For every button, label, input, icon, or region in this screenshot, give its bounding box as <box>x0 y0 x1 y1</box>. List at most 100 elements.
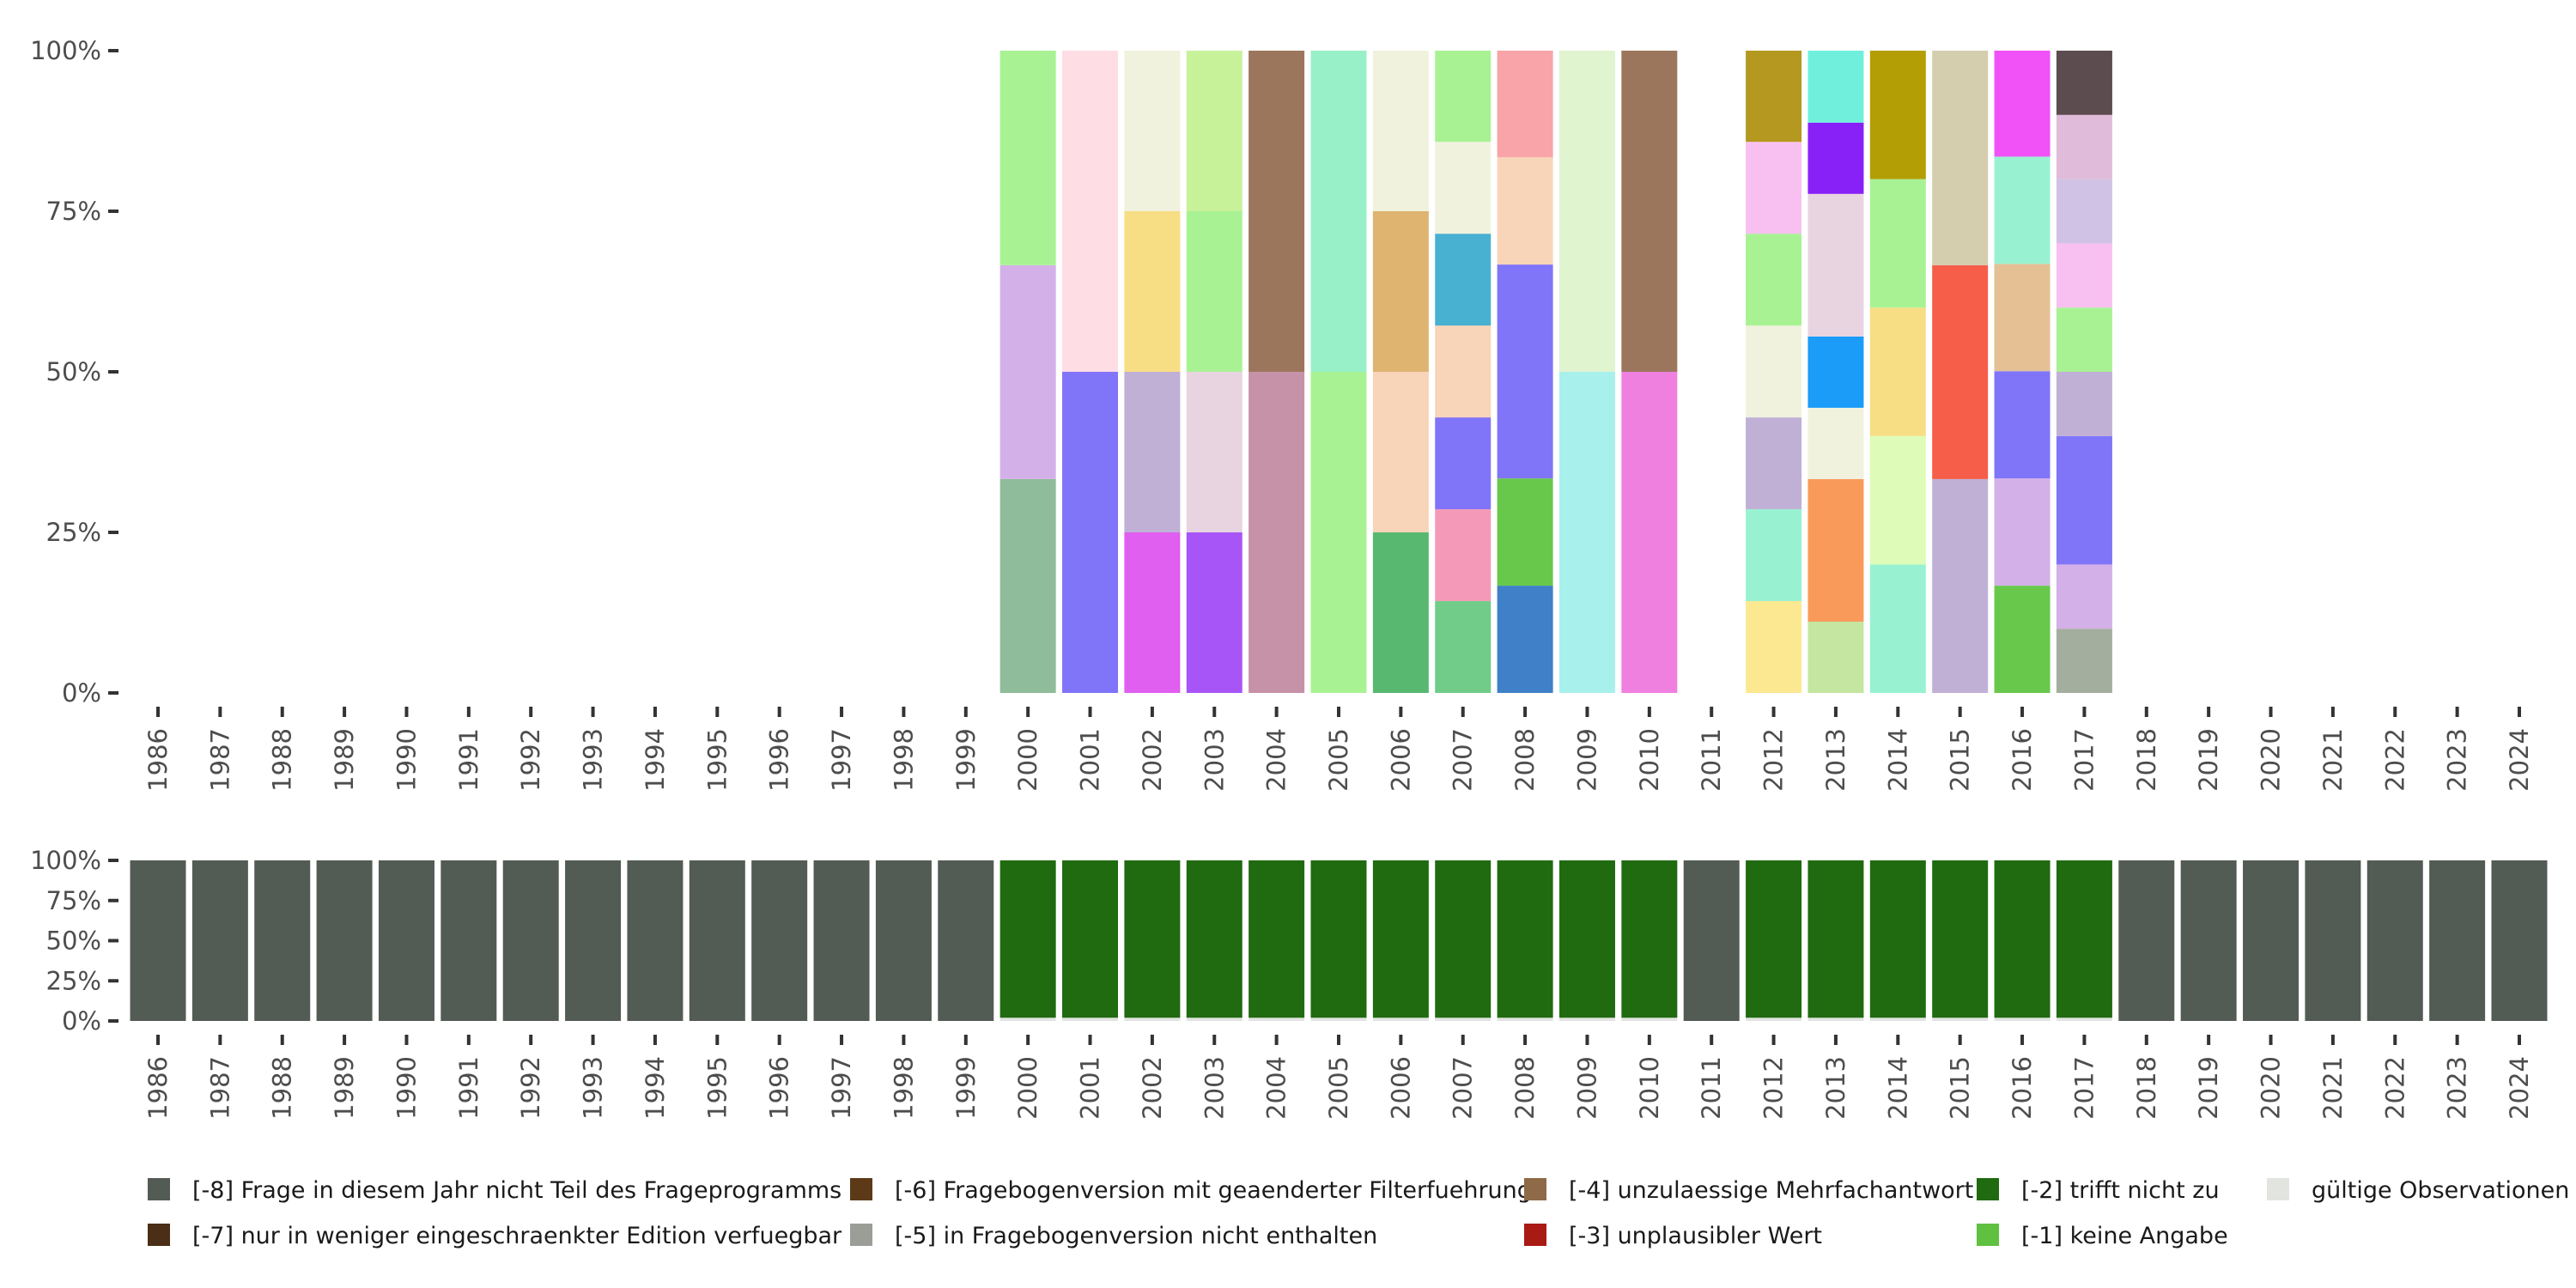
bar-segment <box>1372 860 1429 1018</box>
x-tick-label: 2020 <box>2257 1056 2286 1120</box>
bar-segment <box>1435 509 1492 602</box>
legend-label: [-3] unplausibler Wert <box>1569 1223 1822 1249</box>
x-tick-label: 2006 <box>1386 728 1415 792</box>
bar-segment <box>1435 417 1492 510</box>
x-tick-label: 2005 <box>1324 728 1353 792</box>
bar-segment <box>130 860 186 1021</box>
bar-segment <box>875 860 932 1021</box>
bar-segment <box>1124 372 1181 532</box>
bar-segment <box>1558 51 1615 372</box>
bar-segment <box>1807 122 1864 194</box>
bar-segment <box>2118 860 2175 1021</box>
bar-segment <box>1869 307 1926 436</box>
legend-label: [-6] Fragebogenversion mit geaenderter F… <box>895 1177 1532 1204</box>
y-tick-label: 25% <box>46 966 101 995</box>
bar-segment <box>1994 1018 2050 1021</box>
x-tick-label: 1990 <box>392 728 421 792</box>
x-tick-label: 2022 <box>2380 1056 2409 1120</box>
legend-swatch <box>1977 1224 1999 1246</box>
bar-segment <box>1994 478 2050 586</box>
legend-swatch <box>850 1224 872 1246</box>
bar-segment <box>1746 860 1802 1018</box>
legend: [-8] Frage in diesem Jahr nicht Teil des… <box>148 1177 2569 1249</box>
bar-segment <box>2305 860 2361 1021</box>
bar-segment <box>1932 1018 1989 1021</box>
x-tick-label: 2011 <box>1697 728 1726 792</box>
x-tick-label: 2024 <box>2505 1056 2534 1120</box>
bar-segment <box>1994 264 2050 372</box>
x-tick-label: 1997 <box>827 1056 856 1120</box>
bar-segment <box>565 860 622 1021</box>
bar-segment <box>1435 51 1492 143</box>
legend-label: [-8] Frage in diesem Jahr nicht Teil des… <box>192 1177 841 1204</box>
bar-segment <box>1310 51 1367 372</box>
x-tick-label: 2009 <box>1572 1056 1601 1120</box>
bottom-chart: 0% 25% 50% 75% 100% 1986 1987 1988 1989 1990 1991 1… <box>30 846 2548 1120</box>
bar-segment <box>2056 564 2112 629</box>
x-tick-label: 2016 <box>2008 728 2037 792</box>
x-tick-label: 1998 <box>889 1056 918 1120</box>
bar-segment <box>1186 532 1242 693</box>
legend-label: [-2] trifft nicht zu <box>2021 1177 2220 1204</box>
bar-segment <box>1621 51 1678 372</box>
bar-segment <box>1807 1018 1864 1021</box>
bar-segment <box>1249 860 1305 1018</box>
x-tick-label: 2010 <box>1635 728 1664 792</box>
bar-segment <box>1746 51 1802 143</box>
bar-segment <box>1558 1018 1615 1021</box>
x-tick-label: 2005 <box>1324 1056 1353 1120</box>
bar-segment <box>1807 621 1864 693</box>
bar-segment <box>1435 860 1492 1018</box>
bar-segment <box>1746 234 1802 326</box>
x-tick-label: 1998 <box>889 728 918 792</box>
x-tick-label: 2012 <box>1759 728 1789 792</box>
bar-segment <box>1186 372 1242 532</box>
bar-segment <box>1746 142 1802 234</box>
y-tick-label: 0% <box>62 1006 101 1036</box>
x-tick-label: 1992 <box>516 1056 545 1120</box>
bar-segment <box>2056 1018 2112 1021</box>
y-tick-label: 75% <box>46 886 101 915</box>
bar-segment <box>1249 1018 1305 1021</box>
x-tick-label: 1986 <box>143 1056 173 1120</box>
top-chart: 0% 25% 50% 75% 100% 1986 1987 1988 1989 1990 1991 1… <box>30 36 2534 792</box>
bar-segment <box>1435 1018 1492 1021</box>
x-tick-label: 2013 <box>1821 1056 1850 1120</box>
bar-segment <box>1124 532 1181 693</box>
bar-segment <box>1435 142 1492 234</box>
bar-segment <box>1807 478 1864 622</box>
bar-segment <box>1497 478 1553 586</box>
bar-segment <box>999 478 1056 693</box>
x-tick-label: 2011 <box>1697 1056 1726 1120</box>
x-tick-label: 1993 <box>579 728 608 792</box>
x-tick-label: 2007 <box>1449 728 1478 792</box>
x-tick-label: 1996 <box>765 1056 794 1120</box>
bar-segment <box>1994 860 2050 1018</box>
bar-segment <box>1124 860 1181 1018</box>
x-tick-label: 2014 <box>1883 1056 1912 1120</box>
x-tick-label: 1991 <box>454 728 483 792</box>
x-tick-label: 2004 <box>1262 1056 1291 1120</box>
y-tick-label: 50% <box>46 357 101 386</box>
bar-segment <box>1435 325 1492 418</box>
y-tick-label: 100% <box>30 36 101 65</box>
bar-segment <box>1932 264 1989 479</box>
y-tick-label: 100% <box>30 846 101 875</box>
x-tick-label: 2018 <box>2132 1056 2161 1120</box>
bar-segment <box>1558 860 1615 1018</box>
bar-segment <box>1683 860 1740 1021</box>
bar-segment <box>999 860 1056 1018</box>
bar-segment <box>1124 211 1181 372</box>
bar-segment <box>999 264 1056 479</box>
x-tick-label: 1993 <box>579 1056 608 1120</box>
x-tick-label: 2019 <box>2194 1056 2223 1120</box>
bar-segment <box>1062 372 1119 693</box>
x-tick-label: 1999 <box>951 1056 981 1120</box>
bar-segment <box>440 860 497 1021</box>
y-tick-label: 50% <box>46 927 101 956</box>
legend-label: [-7] nur in weniger eingeschraenkter Edi… <box>192 1223 842 1249</box>
bar-segment <box>1186 211 1242 372</box>
bar-segment <box>938 860 994 1021</box>
bar-segment <box>1746 509 1802 602</box>
x-tick-label: 1997 <box>827 728 856 792</box>
